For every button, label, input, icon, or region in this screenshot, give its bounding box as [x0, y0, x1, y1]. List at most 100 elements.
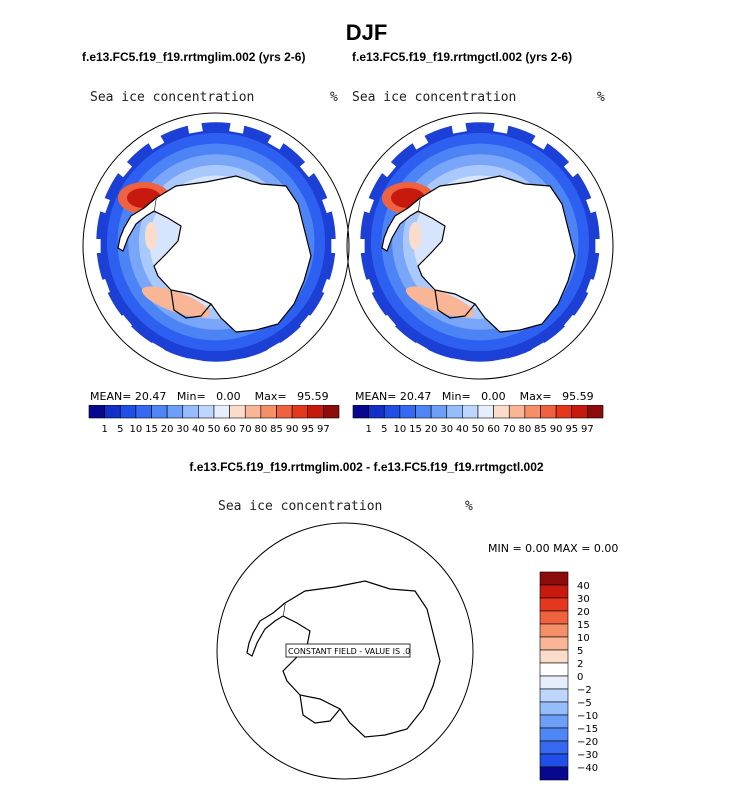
panel1-ice-edge — [112, 157, 133, 178]
difference-colorbar-tick-label: 2 — [577, 659, 583, 670]
panel2-colorbar-tick-label: 10 — [394, 424, 407, 435]
difference-colorbar-swatch — [539, 688, 569, 703]
panel1-colorbar-swatch — [182, 405, 199, 419]
constant-field-label: CONSTANT FIELD - VALUE IS .0 — [288, 647, 410, 656]
panel2-peninsula — [381, 197, 421, 252]
panel1-colorbar-tick-label: 60 — [223, 424, 236, 435]
panel1-ice-edge — [86, 238, 101, 254]
panel2-ice-edge — [450, 117, 467, 134]
difference-colorbar-swatch — [539, 727, 569, 742]
panel2-ice-edge — [450, 358, 467, 375]
panel1-units-label: % — [330, 90, 338, 105]
panel1-colorbar-swatch — [104, 405, 121, 419]
panel1-colorbar: 1 5 10 15 20 30 40 50 60 70 80 85 90 95 97 — [88, 405, 340, 435]
difference-colorbar-swatch — [539, 649, 569, 664]
panel1-colorbar-tick-label: 30 — [176, 424, 189, 435]
panel1-colorbar-swatch — [229, 405, 246, 419]
difference-colorbar-tick-label: 20 — [577, 607, 590, 618]
panel1-colorbar-swatch — [166, 405, 184, 419]
difference-colorbar-tick-label: −10 — [577, 711, 598, 722]
panel1-colorbar-tick-label: 20 — [161, 424, 174, 435]
panel2-ice-edge — [409, 130, 429, 150]
panel2-colorbar-swatch — [524, 405, 541, 419]
panel2-colorbar-swatch — [555, 405, 573, 419]
panel2-colorbar-tick-label: 30 — [440, 424, 453, 435]
panel1-stats: MEAN= 20.47 Min= 0.00 Max= 95.59 — [90, 390, 329, 403]
panel2-variable-label: Sea ice concentration — [352, 90, 517, 105]
panel1-map-group — [82, 112, 350, 380]
difference-colorbar-swatch — [539, 662, 569, 677]
difference-colorbar-tick-label: −30 — [577, 750, 598, 761]
panel2-max-value: 95.59 — [562, 390, 594, 403]
panel1-ross-shelf — [170, 289, 212, 319]
panel2-ross-ice — [405, 286, 475, 318]
panel1-colorbar-swatch — [119, 405, 137, 419]
panel1-colorbar-tick-label: 1 — [101, 424, 107, 435]
panel2-ice-edge — [409, 342, 429, 362]
panel2-colorbar-swatch — [508, 405, 526, 419]
constant-field-frame — [285, 643, 411, 658]
panel1-ice-edge — [322, 195, 340, 214]
panel1-ice-edge — [331, 239, 346, 253]
panel1-colorbar-swatch — [213, 405, 230, 419]
difference-antarctica — [282, 580, 441, 738]
panel2-min-label: Min= — [441, 390, 471, 403]
panel2-colorbar-tick-label: 20 — [425, 424, 438, 435]
panel2-colorbar-tick-label: 1 — [365, 424, 371, 435]
panel2-map — [346, 112, 614, 380]
difference-colorbar-tick-label: 10 — [577, 633, 590, 644]
difference-title: f.e13.FC5.f19_f19.rrtmglim.002 - f.e13.F… — [189, 460, 544, 474]
panel2-bellingshausen-ice — [409, 222, 421, 250]
panel2-colorbar-tick-label: 60 — [487, 424, 500, 435]
panel1-ice-edge — [299, 157, 320, 178]
panel2-colorbar-tick-label: 90 — [550, 424, 563, 435]
panel2-colorbar-swatch — [477, 405, 494, 419]
panel2-colorbar-tick-label: 85 — [534, 424, 547, 435]
panel1-variable-label: Sea ice concentration — [90, 90, 255, 105]
constant-field-box: CONSTANT FIELD - VALUE IS .0 — [285, 643, 411, 658]
panel2-ice-edge — [531, 130, 551, 150]
panel1-ice-edge — [145, 342, 165, 362]
panel2-colorbar-swatch — [462, 405, 479, 419]
panel1-colorbar-tick-label: 15 — [145, 424, 158, 435]
panel2-max-label: Max= — [519, 390, 552, 403]
difference-colorbar-swatch — [539, 571, 569, 586]
difference-ross-shelf — [299, 694, 341, 724]
panel2-antarctica — [417, 175, 576, 333]
panel1-colorbar-swatch — [291, 405, 309, 419]
difference-colorbar-tick-label: −20 — [577, 737, 598, 748]
panel1-max-label: Max= — [254, 390, 287, 403]
panel2-colorbar-tick-label: 50 — [472, 424, 485, 435]
panel1-case-title: f.e13.FC5.f19_f19.rrtmglim.002 (yrs 2-6) — [82, 50, 306, 64]
difference-colorbar-tick-label: 0 — [577, 672, 583, 683]
panel1-max-value: 95.59 — [297, 390, 329, 403]
panel2-ice-edge — [356, 278, 374, 297]
panel2-colorbar: 1 5 10 15 20 30 40 50 60 70 80 85 90 95 97 — [352, 405, 604, 435]
difference-map: CONSTANT FIELD - VALUE IS .0 — [216, 522, 474, 780]
difference-colorbar-swatch — [539, 597, 569, 612]
panel2-ice-edge — [493, 117, 510, 134]
panel2-colorbar-swatch — [399, 405, 416, 419]
panel2-ice-edge — [350, 238, 365, 254]
panel1-colorbar-swatch — [244, 405, 262, 419]
panel1-colorbar-tick-label: 50 — [208, 424, 221, 435]
panel2-colorbar-swatch — [540, 405, 557, 419]
panel1-colorbar-tick-label: 90 — [286, 424, 299, 435]
panel1-antarctica — [153, 175, 312, 333]
panel2-colorbar-swatch — [383, 405, 401, 419]
panel1-ice-edge — [267, 342, 287, 362]
panel1-colorbar-swatch — [260, 405, 277, 419]
panel2-ice-edge — [586, 195, 604, 214]
panel1-ice-edge — [92, 278, 110, 297]
panel2-ice-edge — [586, 278, 604, 297]
difference-colorbar-swatch — [539, 753, 569, 768]
panel2-case-title: f.e13.FC5.f19_f19.rrtmgctl.002 (yrs 2-6) — [352, 50, 573, 64]
difference-colorbar-swatch — [539, 675, 569, 690]
panel2-colorbar-swatch — [352, 405, 369, 419]
panel1-ice-edge — [267, 130, 287, 150]
panel1-colorbar-tick-label: 97 — [317, 424, 330, 435]
panel2-units-label: % — [597, 90, 605, 105]
difference-colorbar-swatch — [539, 584, 569, 599]
difference-variable-label: Sea ice concentration — [218, 499, 383, 514]
